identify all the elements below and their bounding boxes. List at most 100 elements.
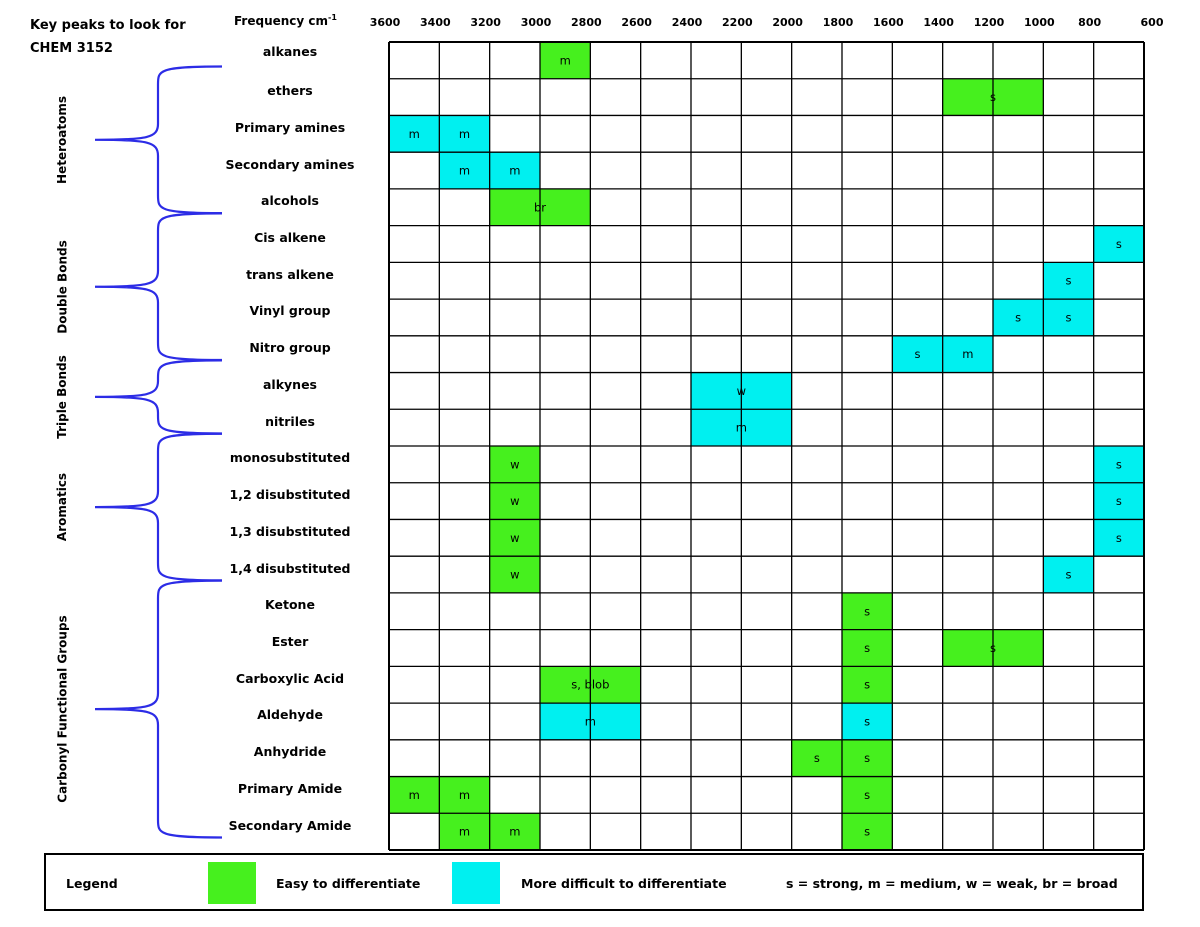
peak-cell-label-2-0: m <box>409 127 420 141</box>
row-label: trans alkene <box>246 266 334 282</box>
peak-cell-label-6-0: s <box>1066 274 1072 288</box>
frequency-axis-label-text: Frequency cm <box>234 14 329 28</box>
legend-swatch-easy <box>208 862 256 904</box>
peak-cell-label-21-1: m <box>509 825 520 839</box>
x-tick-label: 3400 <box>420 16 451 29</box>
x-tick-label: 1400 <box>923 16 954 29</box>
peak-cell-label-3-0: m <box>459 164 470 178</box>
peak-cell-label-20-1: m <box>459 788 470 802</box>
peak-cell-label-18-1: s <box>864 714 870 728</box>
row-label: Ketone <box>265 597 315 613</box>
row-label: Nitro group <box>249 340 331 356</box>
peak-cell-12-1 <box>1093 482 1144 520</box>
peak-cell-label-8-1: m <box>962 347 973 361</box>
peak-cell-5-0 <box>1093 225 1144 263</box>
row-label: monosubstituted <box>229 450 351 466</box>
chart-title-line2: CHEM 3152 <box>30 41 113 56</box>
x-tick-label: 2800 <box>571 16 602 29</box>
row-label: alcohols <box>261 193 319 209</box>
peak-cell-3-0 <box>439 152 490 189</box>
peak-cell-7-0 <box>993 299 1044 336</box>
group-bracket-0 <box>94 65 223 215</box>
frequency-unit-superscript: -1 <box>328 13 337 22</box>
peak-cell-20-1 <box>439 776 490 814</box>
peak-cell-2-1 <box>439 115 490 153</box>
x-tick-label: 800 <box>1078 16 1102 29</box>
x-tick-label: 1800 <box>822 16 854 29</box>
peak-cell-20-2 <box>842 776 893 814</box>
x-tick-label: 3200 <box>470 16 501 29</box>
x-tick-label: 1200 <box>973 16 1005 29</box>
peak-cell-11-1 <box>1093 446 1144 483</box>
peak-cell-14-1 <box>1043 556 1094 593</box>
legend-swatch-difficult <box>452 862 500 904</box>
peak-cell-label-7-1: s <box>1066 310 1072 324</box>
peak-cell-label-17-0: s, blob <box>571 678 609 692</box>
peak-cell-label-14-0: w <box>510 568 519 582</box>
row-label: ethers <box>267 83 313 99</box>
peak-cell-label-14-1: s <box>1066 568 1072 582</box>
row-label: alkanes <box>262 44 318 60</box>
peak-cell-19-0 <box>791 739 842 777</box>
row-label: nitriles <box>265 413 315 429</box>
x-tick-label: 2600 <box>621 16 652 29</box>
peak-cell-label-21-0: m <box>459 825 470 839</box>
row-label: Anhydride <box>253 744 327 760</box>
frequency-axis-label: Frequency cm-1 <box>234 13 337 28</box>
peak-cell-19-1 <box>842 739 893 777</box>
peak-cell-label-11-1: s <box>1116 457 1122 471</box>
peak-cell-2-0 <box>389 115 440 153</box>
legend-easy-label: Easy to differentiate <box>276 876 421 891</box>
row-label: 1,3 disubstituted <box>229 523 351 539</box>
peak-cell-label-7-0: s <box>1015 310 1021 324</box>
x-tick-label: 1000 <box>1024 16 1055 29</box>
row-label: Aldehyde <box>257 707 323 723</box>
row-label: alkynes <box>263 376 317 392</box>
row-label: Cis alkene <box>254 230 326 245</box>
legend-abbreviation-key: s = strong, m = medium, w = weak, br = b… <box>786 876 1118 891</box>
x-tick-label: 2400 <box>671 16 703 29</box>
peak-cell-label-8-0: s <box>915 347 921 361</box>
peak-cell-12-0 <box>489 482 540 520</box>
peak-cell-label-13-0: w <box>510 531 519 545</box>
peak-cell-label-21-2: s <box>864 825 870 839</box>
x-tick-label: 1600 <box>873 16 904 29</box>
peak-cell-17-1 <box>842 666 893 704</box>
peak-cell-label-0-0: m <box>560 53 571 67</box>
peak-cell-label-5-0: s <box>1116 237 1122 251</box>
peak-cell-label-12-1: s <box>1116 494 1122 508</box>
x-tick-label: 600 <box>1140 16 1164 29</box>
row-label: 1,2 disubstituted <box>229 487 351 503</box>
peak-cell-label-10-0: m <box>736 421 747 435</box>
peak-cell-label-2-1: m <box>459 127 470 141</box>
group-bracket-1 <box>94 212 223 362</box>
peak-cell-13-0 <box>489 519 540 557</box>
peak-cell-label-9-0: w <box>737 384 746 398</box>
peak-cell-21-1 <box>489 813 540 850</box>
peak-cell-14-0 <box>489 556 540 593</box>
peak-cell-label-12-0: w <box>510 494 519 508</box>
x-tick-label: 3000 <box>520 16 552 29</box>
peak-cell-label-20-0: m <box>409 788 420 802</box>
x-tick-label: 2200 <box>722 16 753 29</box>
peak-cell-label-15-0: s <box>864 604 870 618</box>
peak-cell-8-1 <box>942 335 993 373</box>
group-bracket-2 <box>94 359 223 435</box>
peak-cell-13-1 <box>1093 519 1144 557</box>
peak-cell-6-0 <box>1043 262 1094 300</box>
peak-cell-label-18-0: m <box>585 714 596 728</box>
peak-cell-label-13-1: s <box>1116 531 1122 545</box>
group-bracket-3 <box>94 432 223 582</box>
legend: Legend Easy to differentiate More diffic… <box>44 853 1144 911</box>
peak-cell-label-1-0: s <box>990 90 996 104</box>
peak-cell-18-1 <box>842 703 893 740</box>
row-label: Primary Amide <box>237 780 343 796</box>
peak-cell-15-0 <box>842 592 893 630</box>
peak-cell-21-2 <box>842 813 893 850</box>
x-tick-label: 3600 <box>369 16 401 29</box>
peak-cell-3-1 <box>489 152 540 189</box>
row-label: Secondary amines <box>225 156 355 172</box>
chart-title-line1: Key peaks to look for <box>30 18 186 33</box>
peak-cell-label-11-0: w <box>510 457 519 471</box>
peak-cell-21-0 <box>439 813 490 850</box>
